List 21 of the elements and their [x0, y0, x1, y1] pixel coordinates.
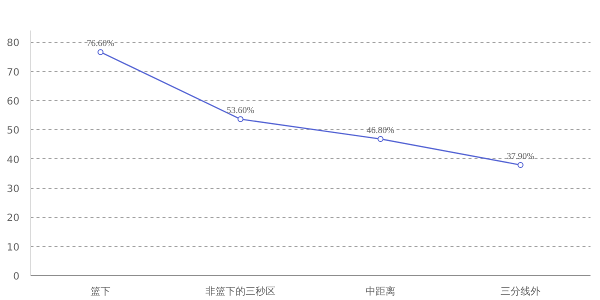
data-label: 76.60%	[86, 38, 115, 48]
x-tick-label: 非篮下的三秒区	[206, 286, 276, 298]
point	[378, 136, 384, 142]
y-tick-label: 70	[6, 67, 20, 78]
y-tick-label: 10	[6, 242, 20, 254]
x-tick-label: 三分线外	[500, 286, 540, 298]
y-tick-label: 30	[6, 184, 20, 195]
y-tick-label: 80	[6, 38, 20, 50]
data-label: 46.80%	[366, 125, 395, 135]
y-tick-label: 40	[6, 154, 20, 166]
y-tick-label: 60	[6, 96, 20, 108]
point	[518, 162, 524, 168]
y-tick-label: 20	[6, 213, 20, 224]
data-label: 53.60%	[226, 105, 255, 116]
data-label: 37.90%	[506, 150, 535, 161]
x-tick-label: 中距离	[366, 286, 396, 298]
y-tick-label: 50	[6, 126, 20, 137]
point	[238, 116, 244, 122]
y-tick-label: 0	[13, 272, 20, 282]
x-tick-label: 篮下	[90, 286, 110, 298]
point	[98, 49, 104, 56]
